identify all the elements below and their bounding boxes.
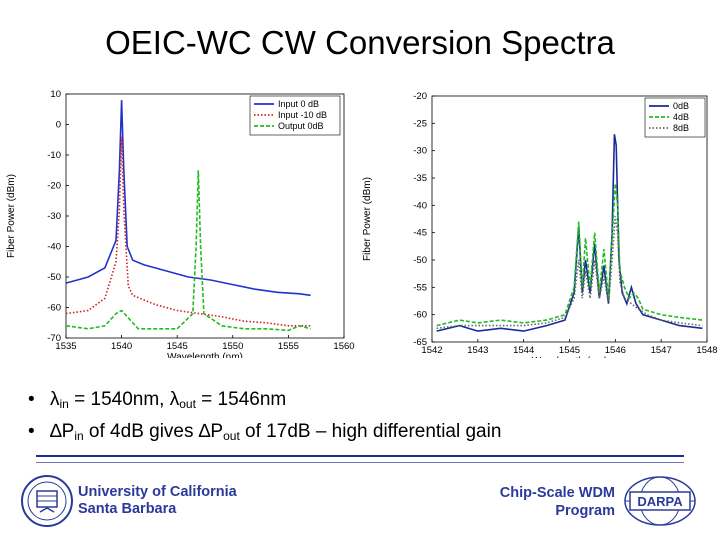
series-line bbox=[436, 183, 703, 327]
legend-label: 0dB bbox=[673, 101, 689, 111]
y-tick-label: -10 bbox=[47, 150, 61, 161]
y-tick-label: -60 bbox=[47, 303, 61, 314]
x-tick-label: 1540 bbox=[111, 341, 132, 352]
legend-label: Input -10 dB bbox=[278, 110, 327, 120]
y-tick-label: -70 bbox=[47, 333, 61, 344]
y-axis-label: Fiber Power (dBm) bbox=[362, 177, 373, 261]
y-tick-label: -60 bbox=[413, 310, 427, 321]
footer-divider bbox=[36, 455, 684, 457]
y-tick-label: -25 bbox=[413, 118, 427, 129]
series-line bbox=[436, 134, 703, 332]
university-name: University of California Santa Barbara bbox=[78, 484, 237, 517]
y-tick-label: -30 bbox=[47, 211, 61, 222]
y-tick-label: -30 bbox=[413, 146, 427, 157]
x-axis-label: Wavelength (nm) bbox=[532, 356, 608, 358]
y-tick-label: -20 bbox=[413, 91, 427, 102]
y-tick-label: 10 bbox=[50, 89, 61, 100]
legend-label: Output 0dB bbox=[278, 121, 324, 131]
series-line bbox=[65, 170, 311, 332]
ucsb-seal-icon bbox=[21, 475, 73, 527]
bullet-differential-gain: • ∆Pin of 4dB gives ∆Pout of 17dB – high … bbox=[28, 421, 502, 443]
x-tick-label: 1545 bbox=[559, 345, 580, 356]
y-tick-label: -20 bbox=[47, 181, 61, 192]
legend-label: Input 0 dB bbox=[278, 99, 319, 109]
y-tick-label: -55 bbox=[413, 282, 427, 293]
x-tick-label: 1542 bbox=[421, 345, 442, 356]
y-tick-label: -45 bbox=[413, 228, 427, 239]
y-tick-label: -65 bbox=[413, 337, 427, 348]
legend-label: 4dB bbox=[673, 112, 689, 122]
y-tick-label: -40 bbox=[413, 200, 427, 211]
x-tick-label: 1544 bbox=[513, 345, 534, 356]
page-title: OEIC-WC CW Conversion Spectra bbox=[105, 24, 615, 61]
y-tick-label: -40 bbox=[47, 242, 61, 253]
series-line bbox=[436, 216, 703, 330]
x-tick-label: 1555 bbox=[278, 341, 299, 352]
darpa-logo-icon: DARPA bbox=[624, 476, 696, 526]
x-tick-label: 1560 bbox=[333, 341, 354, 352]
bullet-wavelengths: • λin = 1540nm, λout = 1546nm bbox=[28, 389, 287, 411]
y-tick-label: -35 bbox=[413, 173, 427, 184]
y-tick-label: -50 bbox=[413, 255, 427, 266]
x-axis-label: Wavelength (nm) bbox=[167, 352, 243, 358]
program-name: Chip-Scale WDM Program bbox=[499, 485, 615, 519]
y-tick-label: 0 bbox=[56, 120, 61, 131]
x-tick-label: 1550 bbox=[222, 341, 243, 352]
bullet-list: • λin = 1540nm, λout = 1546nm • ∆Pin of 4d… bbox=[28, 386, 501, 450]
x-tick-label: 1548 bbox=[696, 345, 717, 356]
legend-label: 8dB bbox=[673, 123, 689, 133]
darpa-logo-text: DARPA bbox=[637, 494, 683, 509]
x-tick-label: 1545 bbox=[167, 341, 188, 352]
x-tick-label: 1543 bbox=[467, 345, 488, 356]
x-tick-label: 1546 bbox=[605, 345, 626, 356]
x-tick-label: 1547 bbox=[651, 345, 672, 356]
y-tick-label: -50 bbox=[47, 272, 61, 283]
series-line bbox=[65, 100, 311, 297]
footer-divider-thin bbox=[36, 462, 684, 463]
x-tick-label: 1535 bbox=[55, 341, 76, 352]
y-axis-label: Fiber Power (dBm) bbox=[6, 174, 17, 258]
